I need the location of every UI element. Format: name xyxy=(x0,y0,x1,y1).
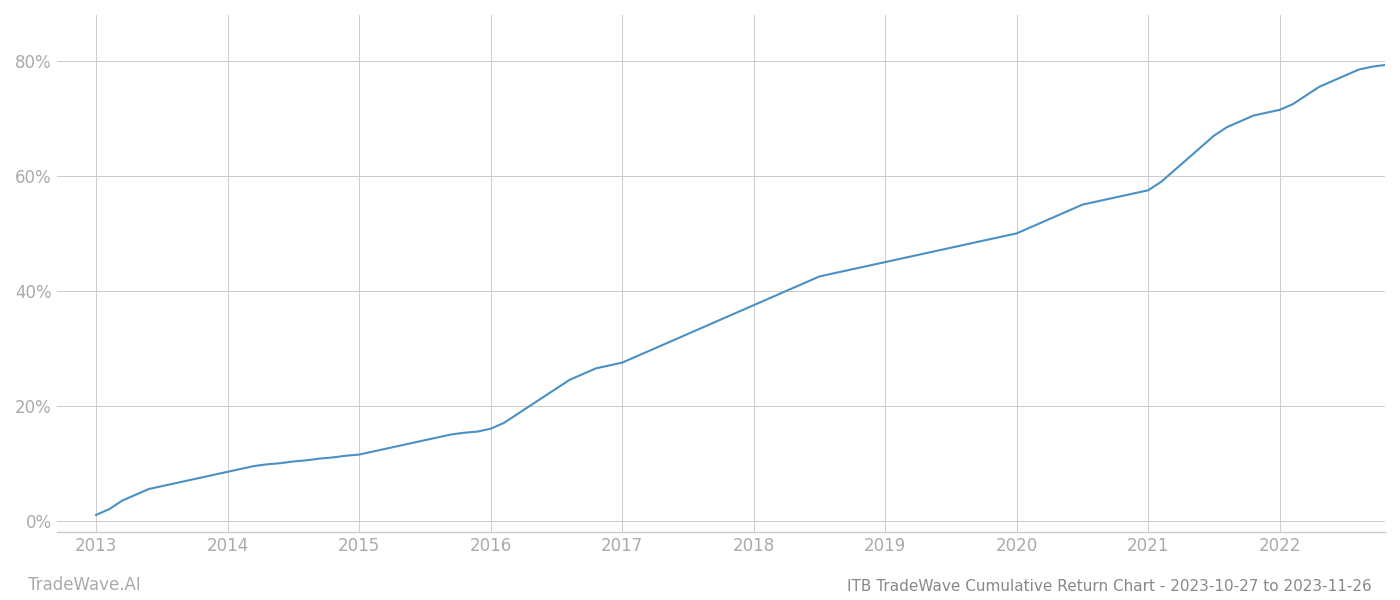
Text: ITB TradeWave Cumulative Return Chart - 2023-10-27 to 2023-11-26: ITB TradeWave Cumulative Return Chart - … xyxy=(847,579,1372,594)
Text: TradeWave.AI: TradeWave.AI xyxy=(28,576,141,594)
